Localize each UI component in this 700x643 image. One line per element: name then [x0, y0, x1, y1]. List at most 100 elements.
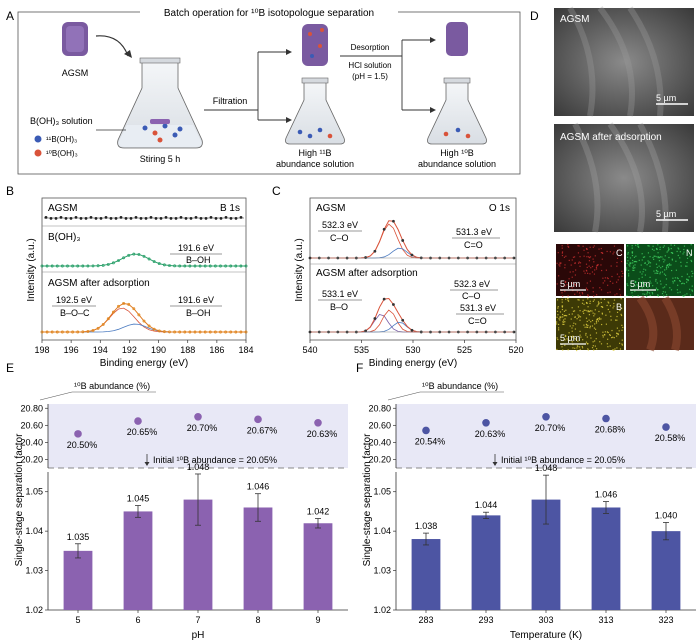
- bar: [243, 507, 273, 610]
- c-r1-bond1: C–O: [330, 233, 349, 243]
- bar-value-label: 1.042: [307, 507, 330, 517]
- y-tick-label: 1.03: [25, 566, 43, 576]
- b-boh3-point: [60, 264, 64, 268]
- b-tick-label: 194: [93, 345, 108, 355]
- b-boh3-point: [183, 264, 187, 268]
- c-data-point: [364, 256, 368, 259]
- c-row2-label: AGSM after adsorption: [316, 268, 418, 279]
- bar: [303, 523, 333, 610]
- inset-value-label: 20.68%: [595, 425, 626, 435]
- b-after-point: [111, 310, 115, 314]
- inset-value-label: 20.50%: [67, 440, 98, 450]
- inset-ytick-label: 20.20: [20, 454, 43, 464]
- b-boh3-point: [132, 252, 136, 256]
- bar-value-label: 1.046: [247, 482, 270, 492]
- b-boh3-point: [147, 257, 151, 261]
- map-label-b: B: [616, 302, 622, 312]
- flask-icon-high10b: [427, 77, 487, 145]
- c-r1-bond2: C=O: [464, 240, 483, 250]
- c-row1-label: AGSM: [316, 203, 345, 214]
- c-tick-label: 520: [508, 345, 523, 355]
- b-after-point: [198, 330, 202, 334]
- legend-10b: ¹⁰B(OH)₃: [46, 149, 78, 158]
- panel-b: AGSM B 1s B(OH)₃ 191.6 eV B–OH AGSM afte…: [26, 197, 254, 369]
- b-boh3-point: [152, 260, 156, 264]
- b-after-point: [132, 307, 136, 311]
- b-after-point: [147, 324, 151, 328]
- b-boh3-point: [244, 264, 248, 268]
- flask-icon-stirring: [117, 57, 203, 149]
- b-row3-peak2: 191.6 eV: [178, 295, 214, 305]
- b-agsm-point: [149, 216, 153, 219]
- b-boh3-point: [208, 264, 212, 268]
- b-row3-bond2: B–OH: [186, 308, 211, 318]
- bar: [471, 515, 501, 610]
- panel-d: AGSM 5 µm AGSM after adsorption 5 µm C 5…: [554, 6, 694, 352]
- panel-letter-b: B: [6, 184, 14, 198]
- b-boh3-point: [81, 264, 85, 268]
- high11-line1: High ¹¹B: [298, 148, 331, 158]
- b-boh3-point: [229, 264, 233, 268]
- b-agsm-point: [54, 217, 58, 220]
- loaded-fiber-icon: [302, 24, 328, 66]
- x-tick-label: 6: [135, 615, 140, 625]
- sem-label-after: AGSM after adsorption: [560, 132, 662, 143]
- b-boh3-point: [101, 263, 105, 267]
- b-agsm-point: [64, 217, 68, 220]
- sem-scale-1: 5 µm: [656, 93, 676, 103]
- b-after-point: [173, 330, 177, 334]
- b-agsm-point: [119, 216, 123, 219]
- bar-value-label: 1.040: [655, 510, 678, 520]
- c-data-point: [401, 239, 405, 242]
- inset-value-label: 20.65%: [127, 427, 158, 437]
- bar-value-label: 1.048: [187, 462, 210, 472]
- sem-image-agsm: [554, 8, 694, 116]
- ph-condition-label: (pH = 1.5): [352, 72, 388, 81]
- b-agsm-point: [144, 217, 148, 220]
- x-tick-label: 313: [598, 615, 613, 625]
- b-agsm-point: [164, 216, 168, 219]
- inset-point: [602, 414, 610, 423]
- b-agsm-point: [174, 217, 178, 220]
- c-tick-label: 535: [354, 345, 369, 355]
- panel-letter-a: A: [6, 9, 14, 23]
- b-agsm-point: [179, 216, 183, 219]
- b-boh3-point: [239, 264, 243, 268]
- b-after-point: [168, 330, 171, 334]
- map-label-n: N: [686, 248, 693, 258]
- b-boh3-spectrum: [40, 252, 248, 268]
- b-after-point: [162, 330, 166, 334]
- panel-letter-f: F: [356, 361, 363, 375]
- b-agsm-point: [219, 217, 223, 220]
- c-element-label: O 1s: [489, 203, 510, 214]
- b-after-spectrum: [40, 302, 248, 334]
- c-data-point: [308, 330, 312, 334]
- b-boh3-point: [127, 253, 131, 257]
- c-data-point: [364, 329, 368, 333]
- inset-ytick-label: 20.20: [368, 454, 391, 464]
- sem-label-agsm: AGSM: [560, 14, 589, 25]
- inset-value-label: 20.70%: [187, 423, 218, 433]
- b-agsm-point: [129, 217, 133, 220]
- b-after-point: [96, 326, 100, 330]
- bar: [411, 539, 441, 610]
- x-tick-label: 323: [658, 615, 673, 625]
- chart-e: ¹⁰B abundance (%) 20.80 20.60 20.40 20.20 20.…: [14, 381, 348, 641]
- b-after-point: [239, 330, 243, 334]
- inset-value-label: 20.63%: [307, 429, 338, 439]
- b-boh3-point: [224, 264, 228, 268]
- c-data-point: [392, 219, 395, 223]
- inset-ytick-label: 20.60: [368, 420, 391, 430]
- b-after-point: [188, 330, 192, 334]
- c-data-point: [308, 256, 312, 260]
- flask-icon-high11b: [285, 77, 345, 145]
- b-agsm-point: [184, 217, 188, 220]
- map-scale-n: 5 µm: [630, 279, 650, 289]
- b-boh3-point: [91, 264, 95, 268]
- c-r2-bond1: B–O: [330, 302, 348, 312]
- b-after-point: [66, 330, 69, 334]
- eds-map-c: [556, 244, 624, 296]
- b-after-point: [157, 329, 161, 333]
- c-agsm-spectrum: [308, 219, 516, 260]
- x-tick-label: 5: [75, 615, 80, 625]
